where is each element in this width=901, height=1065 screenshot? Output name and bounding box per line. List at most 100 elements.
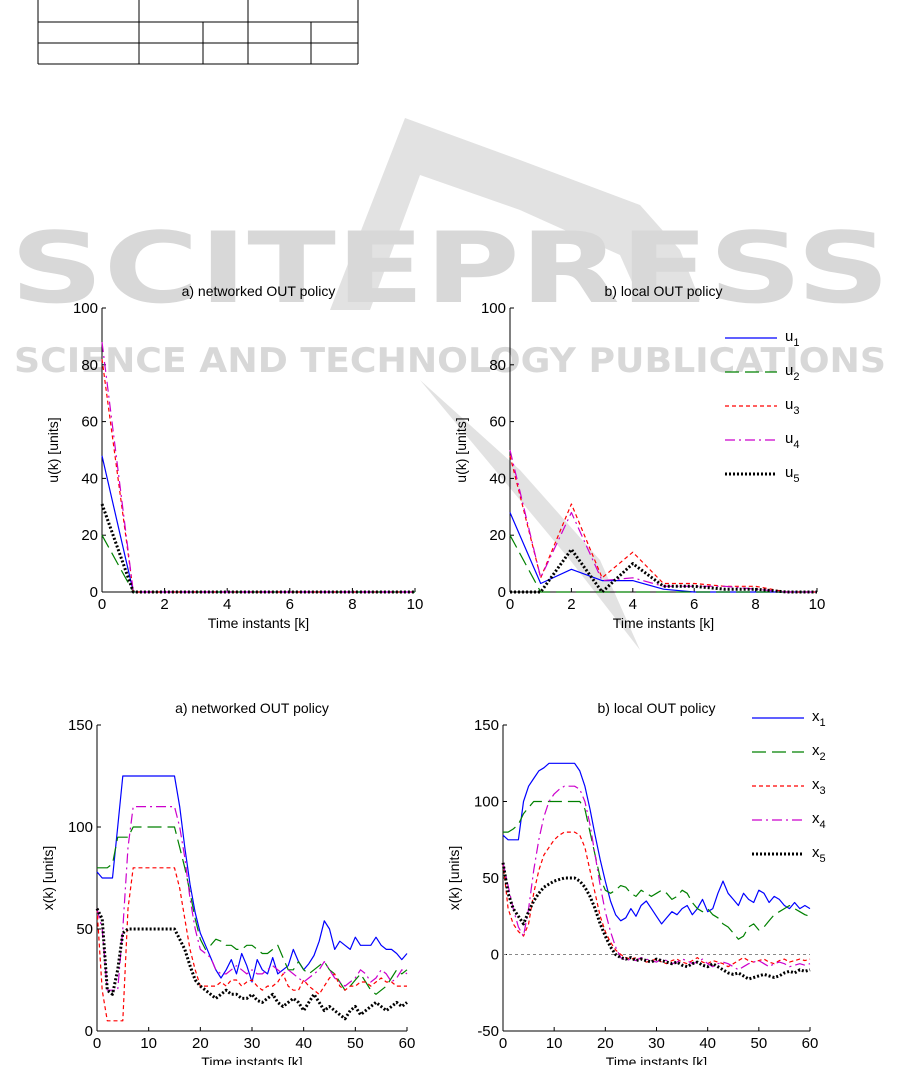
x-tick-label: 50 [750, 1035, 767, 1052]
y-tick-label: 100 [481, 300, 506, 317]
legend-label-u5: u5 [785, 464, 799, 485]
x-tick-label: 0 [93, 1035, 101, 1052]
legend-label-x2: x2 [812, 742, 826, 763]
x-tick-label: 6 [286, 596, 294, 613]
legend-label-u2: u2 [785, 362, 799, 383]
y-tick-label: 0 [498, 584, 506, 601]
series-line-u4 [509, 449, 817, 593]
x-tick-label: 60 [802, 1035, 819, 1052]
chart-title: b) local OUT policy [597, 700, 715, 716]
y-tick-label: 100 [73, 300, 98, 317]
series-line-x5 [95, 907, 408, 1021]
series-line-u3 [509, 455, 817, 593]
y-tick-label: 50 [76, 921, 93, 938]
x-tick-label: 8 [751, 596, 759, 613]
x-tick-label: 2 [160, 596, 168, 613]
x-tick-label: 6 [690, 596, 698, 613]
watermark-brand: SCITEPRESS [10, 212, 890, 326]
top-table [37, 0, 359, 65]
y-tick-label: 0 [491, 947, 499, 964]
y-axis-label: x(k) [units] [40, 846, 56, 911]
x-tick-label: 50 [347, 1035, 364, 1052]
series-line-u5 [510, 547, 817, 594]
x-tick-label: 30 [648, 1035, 665, 1052]
x-tick-label: 30 [244, 1035, 261, 1052]
watermark-book-shape [330, 118, 700, 310]
chart-title: a) networked OUT policy [175, 700, 329, 716]
x-axis-label: Time instants [k] [201, 1054, 302, 1065]
x-tick-label: 0 [499, 1035, 507, 1052]
legend: u1 u2 u3 u4 u5 [725, 328, 799, 485]
y-axis-label: u(k) [units] [453, 417, 469, 482]
y-tick-label: 40 [489, 470, 506, 487]
x-tick-label: 10 [809, 596, 826, 613]
x-tick-label: 4 [629, 596, 637, 613]
legend: x1 x2 x3 x4 x5 [752, 708, 826, 865]
y-tick-label: 60 [81, 414, 98, 431]
series-line-x4 [502, 785, 811, 971]
y-tick-label: 100 [68, 819, 93, 836]
y-tick-label: 20 [81, 527, 98, 544]
x-tick-label: 20 [192, 1035, 209, 1052]
series-line-u2 [101, 534, 415, 593]
watermark: SCITEPRESS SCIENCE AND TECHNOLOGY PUBLICA… [10, 118, 890, 650]
series-line-u4 [101, 342, 415, 593]
chart-title: a) networked OUT policy [182, 283, 336, 299]
x-tick-label: 60 [399, 1035, 416, 1052]
series-line-x3 [502, 831, 811, 968]
legend-label-u4: u4 [785, 430, 799, 451]
series-line-x4 [96, 805, 408, 991]
chart-2: 0 10 20 30 40 50 60 0 50 100 150 a) networked OUT p… [40, 700, 415, 1065]
x-tick-label: 0 [98, 596, 106, 613]
legend-label-x3: x3 [812, 776, 826, 797]
y-tick-label: 80 [489, 357, 506, 374]
x-tick-label: 10 [546, 1035, 563, 1052]
y-tick-label: 60 [489, 414, 506, 431]
y-tick-label: -50 [477, 1023, 499, 1040]
y-tick-label: 0 [85, 1023, 93, 1040]
series-line-x3 [96, 867, 407, 1022]
legend-label-x4: x4 [812, 810, 826, 831]
series-line-u2 [509, 534, 817, 593]
x-tick-label: 8 [348, 596, 356, 613]
series-line-x2 [503, 800, 811, 940]
series-line-u1 [101, 455, 415, 593]
series-line-x2 [97, 826, 408, 995]
x-tick-label: 40 [699, 1035, 716, 1052]
legend-label-u1: u1 [785, 328, 799, 349]
series-line-u5 [100, 503, 415, 594]
y-tick-label: 0 [90, 584, 98, 601]
watermark-tagline: SCIENCE AND TECHNOLOGY PUBLICATIONS [14, 341, 886, 381]
y-tick-label: 80 [81, 357, 98, 374]
legend-label-x1: x1 [812, 708, 826, 729]
series-line-x5 [501, 862, 811, 981]
x-tick-label: 10 [140, 1035, 157, 1052]
legend-label-x5: x5 [812, 844, 826, 865]
y-axis-label: x(k) [units] [446, 846, 462, 911]
series-line-u3 [101, 359, 415, 593]
x-tick-label: 10 [407, 596, 424, 613]
x-tick-label: 2 [567, 596, 575, 613]
y-axis-label: u(k) [units] [45, 417, 61, 482]
y-tick-label: 150 [68, 717, 93, 734]
x-tick-label: 0 [506, 596, 514, 613]
series-line-x1 [502, 762, 811, 925]
series-line-x1 [96, 775, 408, 983]
x-tick-label: 4 [223, 596, 231, 613]
legend-label-u3: u3 [785, 396, 799, 417]
x-axis-label: Time instants [k] [613, 615, 714, 631]
y-tick-label: 100 [474, 794, 499, 811]
y-tick-label: 40 [81, 470, 98, 487]
y-tick-label: 150 [474, 717, 499, 734]
y-tick-label: 50 [482, 870, 499, 887]
x-axis-label: Time instants [k] [606, 1054, 707, 1065]
x-axis-label: Time instants [k] [208, 615, 309, 631]
x-tick-label: 20 [597, 1035, 614, 1052]
x-tick-label: 40 [295, 1035, 312, 1052]
chart-title: b) local OUT policy [604, 283, 722, 299]
